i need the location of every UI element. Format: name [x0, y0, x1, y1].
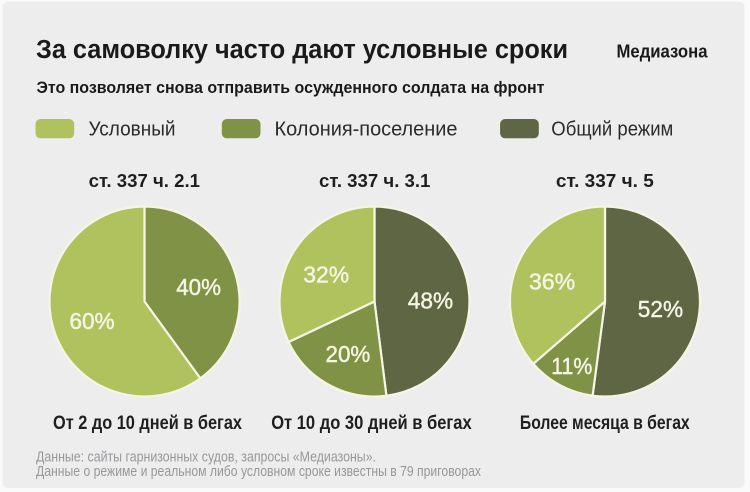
svg-text:ст. 337 ч. 2.1: ст. 337 ч. 2.1 [89, 170, 200, 191]
svg-text:Медиазона: Медиазона [617, 42, 709, 62]
svg-text:60%: 60% [69, 308, 114, 334]
svg-text:Данные о режиме и реальном либ: Данные о режиме и реальном либо условном… [36, 463, 481, 480]
svg-text:От 2 до 10 дней в бегах: От 2 до 10 дней в бегах [53, 413, 242, 434]
svg-text:32%: 32% [303, 262, 349, 288]
svg-text:ст. 337 ч. 3.1: ст. 337 ч. 3.1 [319, 170, 430, 191]
svg-text:11%: 11% [551, 353, 592, 379]
svg-text:52%: 52% [638, 296, 683, 322]
svg-text:Более месяца в бегах: Более месяца в бегах [520, 413, 690, 434]
svg-text:ст. 337 ч. 5: ст. 337 ч. 5 [556, 170, 654, 191]
svg-text:Условный: Условный [89, 119, 176, 141]
svg-text:Колония-поселение: Колония-поселение [275, 119, 458, 141]
svg-text:От 10 до 30 дней в бегах: От 10 до 30 дней в бегах [271, 413, 472, 434]
svg-text:Общий режим: Общий режим [551, 119, 673, 141]
svg-text:Данные: сайты гарнизонных судо: Данные: сайты гарнизонных судов, запросы… [36, 448, 376, 465]
svg-text:Это позволяет снова отправить: Это позволяет снова отправить осужденног… [37, 78, 545, 97]
svg-text:40%: 40% [176, 274, 221, 300]
svg-text:48%: 48% [408, 288, 453, 314]
svg-text:За самоволку часто дают условн: За самоволку часто дают условные сроки [36, 36, 568, 64]
svg-text:20%: 20% [326, 341, 371, 367]
svg-text:36%: 36% [529, 268, 575, 294]
